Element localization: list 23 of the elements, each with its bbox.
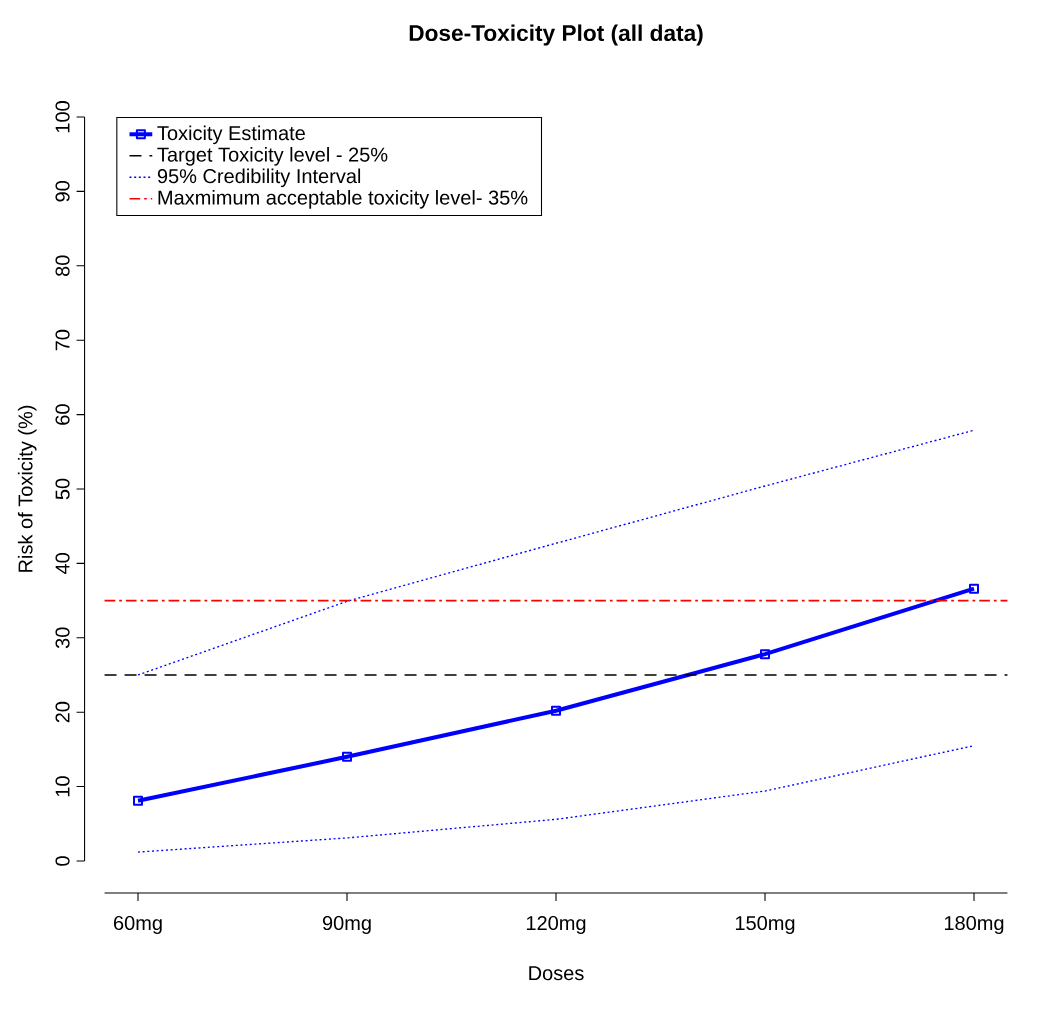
x-tick-label: 90mg <box>322 915 371 935</box>
y-tick-label: 70 <box>55 329 70 351</box>
y-tick-label: 10 <box>55 776 70 797</box>
legend-label: Target Toxicity level - 25% <box>157 147 388 166</box>
y-tick-label: 0 <box>55 856 70 866</box>
x-tick-label: 120mg <box>526 915 586 935</box>
y-tick-label: 80 <box>55 255 70 277</box>
y-axis-title: Risk of Toxicity (%) <box>17 405 37 572</box>
legend-label: Toxicity Estimate <box>157 125 305 145</box>
legend-label: 95% Credibility Interval <box>157 168 361 188</box>
y-tick-label: 40 <box>55 553 70 575</box>
y-tick-label: 90 <box>55 181 70 202</box>
y-tick-label: 50 <box>55 478 70 500</box>
x-axis-title: Doses <box>529 966 584 981</box>
y-tick-label: 20 <box>55 701 70 723</box>
chart-title: Dose-Toxicity Plot (all data) <box>409 24 703 46</box>
y-tick-label: 100 <box>55 101 70 133</box>
legend-label: Maxmimum acceptable toxicity level- 35% <box>158 190 528 209</box>
y-tick-label: 60 <box>55 404 70 425</box>
x-tick-label: 150mg <box>735 915 795 935</box>
y-tick-label: 30 <box>55 627 70 649</box>
x-tick-label: 60mg <box>114 915 162 935</box>
x-tick-label: 180mg <box>944 915 1004 935</box>
